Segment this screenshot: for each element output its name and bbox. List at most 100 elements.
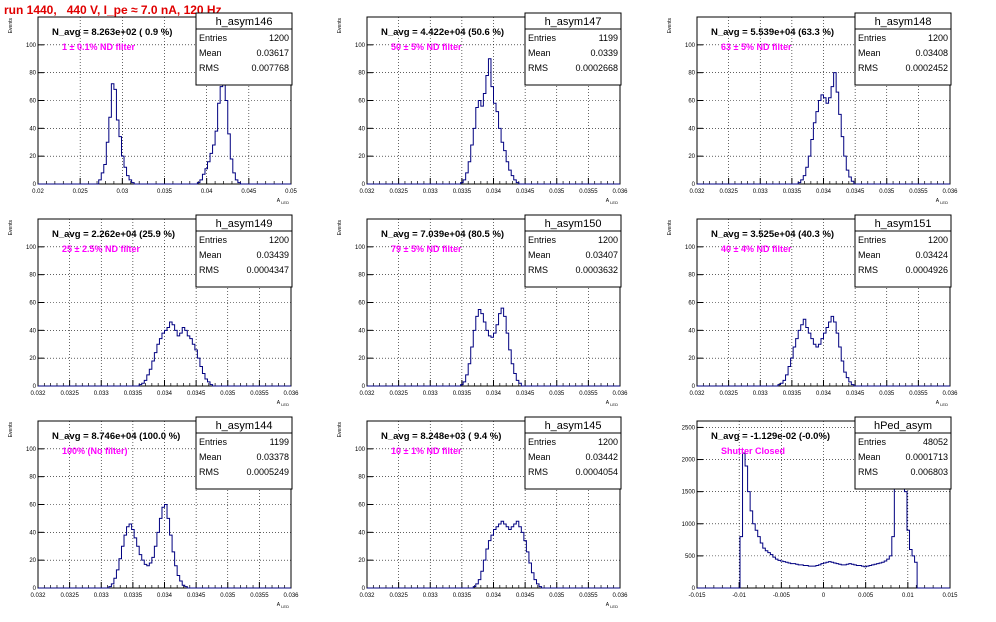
histogram-line [697,72,950,185]
x-tick-label: 0.032 [359,593,375,599]
y-tick-label: 40 [358,530,365,536]
x-tick-label: 0.0355 [579,189,598,195]
y-tick-label: 60 [29,301,36,307]
stats-key: Entries [199,235,228,245]
stats-value: 0.0002452 [905,63,948,73]
x-tick-label: 0.045 [241,189,257,195]
x-tick-label: 0.0325 [60,391,79,397]
x-tick-label: 0.034 [157,391,173,397]
stats-key: Entries [528,33,557,43]
x-tick-label: 0.0345 [846,391,865,397]
hist-name: h_asym147 [545,16,602,28]
y-axis-title: Events [337,220,343,236]
x-tick-label: 0.0325 [719,189,738,195]
x-tick-label: 0.033 [753,189,769,195]
y-tick-label: 0 [33,182,37,188]
stats-value: 1200 [269,33,289,43]
x-tick-label: 0.0335 [453,593,472,599]
filter-label: 10 ± 1% ND filter [391,446,462,456]
stats-value: 0.0004347 [246,265,289,275]
navg-label: N_avg = 8.746e+04 (100.0 %) [52,431,180,442]
panel-h_asym145: 0.032 0.0325 0.033 0.0335 0.034 0.0345 0.035 0.… [337,416,628,609]
x-tick-label: 0.036 [612,593,628,599]
stats-key: Mean [528,48,551,58]
x-tick-label: 0.0345 [187,593,206,599]
x-tick-label: 0.035 [157,189,173,195]
x-tick-label: 0.0355 [579,593,598,599]
y-tick-label: 100 [355,447,366,453]
stats-value: 1199 [599,33,618,43]
histogram-line [697,315,950,387]
x-tick-label: 0.034 [486,391,502,397]
stats-value: 0.03378 [256,452,289,462]
stats-key: Mean [528,250,551,260]
navg-label: N_avg = 8.263e+02 ( 0.9 %) [52,27,172,38]
stats-key: RMS [858,265,878,275]
panel-h_asym147: 0.032 0.0325 0.033 0.0335 0.034 0.0345 0.035 0.… [337,12,628,205]
filter-label: Shutter Closed [721,446,785,456]
y-axis-title: Events [8,18,14,34]
y-axis-title: Events [667,220,673,236]
y-tick-label: 20 [29,356,36,362]
x-tick-label: 0.0335 [783,391,802,397]
filter-label: 40 ± 4% ND filter [721,244,792,254]
x-tick-label: 0.015 [942,593,958,599]
x-tick-label: 0.0335 [453,189,472,195]
navg-label: N_avg = 3.525e+04 (40.3 %) [711,229,834,240]
x-tick-label: 0.02 [32,189,44,195]
stats-key: Entries [528,235,557,245]
stats-value: 0.03439 [256,250,289,260]
histogram-line [38,504,291,589]
stats-key: RMS [528,63,548,73]
y-tick-label: 80 [29,71,36,77]
x-axis-title: A LED [277,602,289,609]
stats-value: 0.0004926 [905,265,948,275]
navg-label: N_avg = 7.039e+04 (80.5 %) [381,229,504,240]
stats-box [854,214,952,288]
filter-label: 25 ± 2.5% ND filter [62,244,140,254]
navg-label: N_avg = 4.422e+04 (50.6 %) [381,27,504,38]
stats-key: RMS [199,63,219,73]
y-tick-label: 40 [688,126,695,132]
x-tick-label: 0.036 [283,391,299,397]
x-tick-label: 0.035 [549,189,565,195]
y-tick-label: 20 [358,154,365,160]
panel-h_asym151: 0.032 0.0325 0.033 0.0335 0.034 0.0345 0.035 0.… [667,214,958,407]
y-tick-label: 100 [26,447,37,453]
x-tick-label: 0.0325 [719,391,738,397]
stats-box [195,416,293,490]
x-tick-label: 0.0345 [516,391,535,397]
stats-key: RMS [858,467,878,477]
x-tick-label: -0.005 [773,593,791,599]
stats-value: 48052 [923,437,948,447]
y-tick-label: 0 [33,586,37,592]
hist-name: h_asym149 [216,218,273,230]
y-tick-label: 20 [29,154,36,160]
y-tick-label: 20 [688,154,695,160]
navg-label: N_avg = 8.248e+03 ( 9.4 %) [381,431,501,442]
filter-label: 63 ± 5% ND filter [721,42,792,52]
stats-key: Mean [858,250,881,260]
y-tick-label: 40 [688,328,695,334]
y-tick-label: 2000 [682,458,696,464]
y-tick-label: 1000 [682,522,696,528]
x-tick-label: 0.0345 [516,593,535,599]
x-tick-label: 0.033 [94,391,110,397]
x-tick-label: 0.036 [283,593,299,599]
y-tick-label: 40 [358,126,365,132]
stats-value: 0.03408 [915,48,948,58]
y-tick-label: 80 [29,273,36,279]
x-tick-label: 0.034 [157,593,173,599]
stats-key: Mean [199,48,222,58]
y-tick-label: 1500 [682,490,696,496]
y-tick-label: 40 [29,530,36,536]
x-tick-label: 0.01 [902,593,914,599]
stats-key: RMS [199,265,219,275]
y-tick-label: 60 [358,503,365,509]
navg-label: N_avg = 2.262e+04 (25.9 %) [52,229,175,240]
x-tick-label: -0.01 [732,593,746,599]
x-tick-label: 0.036 [612,189,628,195]
x-tick-label: 0.036 [942,391,958,397]
x-tick-label: 0.035 [879,189,895,195]
stats-key: Entries [528,437,557,447]
